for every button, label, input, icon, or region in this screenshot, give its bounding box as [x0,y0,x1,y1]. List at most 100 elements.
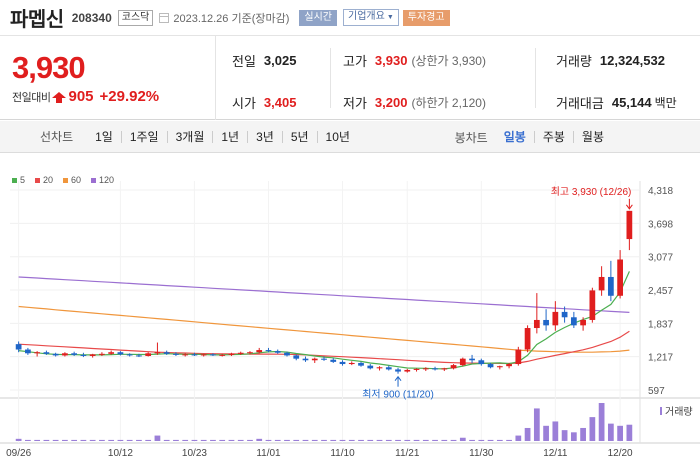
volume-bar [43,439,50,441]
volume-bar [247,439,253,441]
volume-bar [459,437,466,441]
candle-body [469,358,475,361]
volume-bars: 거래량 [15,403,693,441]
volume-bar [367,439,374,441]
candle-body [25,349,31,354]
volume-bar [533,408,540,441]
upper-limit: (상한가 3,930) [411,54,486,68]
legend-swatch [91,177,97,183]
candle-daily-tab[interactable]: 일봉 [496,131,535,143]
volume-bar [478,439,485,441]
current-price: 3,930 [12,50,86,85]
candlestick-chart[interactable]: 4,318 3,698 3,077 2,457 1,837 1,217 597 거래량 09… [0,153,700,475]
volume-bar [432,439,438,441]
ma60-line [18,305,630,353]
ma20-line [18,330,630,365]
candle-body [145,353,152,356]
volume-bar [321,439,327,441]
volume-bar [506,439,512,441]
candle-body [237,352,244,354]
period-1w[interactable]: 1주일 [122,130,168,143]
volume-bar [25,439,31,441]
volume-bar [173,439,179,441]
y-tick-label: 3,077 [648,253,673,264]
stock-name: 파멥신 [10,9,64,31]
period-3y[interactable]: 3년 [248,130,283,143]
candle-body [413,368,420,370]
candle-body [71,353,78,355]
low-value: 3,200 [374,95,408,110]
volume-bar [80,439,87,441]
volume-bar [136,439,142,441]
candle-body [478,360,485,365]
volume-bar [598,403,605,441]
legend-swatch [63,177,69,183]
volume-bar [515,435,522,441]
volume-bar [617,425,623,441]
period-3m[interactable]: 3개월 [168,130,214,143]
low-annotation: 최저 900 (11/20) [362,389,434,401]
period-1y[interactable]: 1년 [213,130,249,143]
candle-body [191,354,198,356]
candle-body [200,354,207,356]
volume-bar [339,439,346,441]
company-overview-button[interactable]: 기업개요 ▼ [343,9,399,26]
legend-label: 5 [20,175,26,185]
volume-bar [15,438,22,441]
period-5y[interactable]: 5년 [283,130,318,143]
candle-body [524,328,531,350]
candle-body [62,353,68,356]
volume-bar [62,439,68,441]
volume-bar [200,439,207,441]
change-label: 전일대비 [12,91,51,104]
candle-body [173,353,179,355]
x-axis: 09/26 10/12 10/23 11/01 11/10 11/21 11/30 12/11… [6,448,633,459]
volume-bar [358,439,364,441]
candle-body [293,355,300,359]
y-tick-label: 1,837 [648,319,673,330]
realtime-button[interactable]: 실시간 [299,9,338,26]
candle-weekly-tab[interactable]: 주봉 [535,131,574,143]
candle-body [89,354,96,356]
candle-body [348,362,355,365]
volume-bar [274,439,281,441]
volume-bar [284,439,290,441]
volume-bar [210,439,216,441]
chart-legend: 5 20 60 120 [12,175,124,185]
market-badge: 코스닥 [117,9,154,26]
legend-label: 120 [99,175,115,185]
divider [535,48,536,108]
volume-label: 거래량 [556,54,592,69]
candle-body [376,367,383,369]
volume-bar [561,430,568,441]
investment-warning-badge[interactable]: 투자경고 [402,9,450,26]
period-10y[interactable]: 10년 [325,129,350,144]
change-value: 905 [68,88,94,105]
divider [330,48,331,108]
stock-header: 파멥신 208340 코스닥 2023.12.26 기준(장마감) 실시간 기업… [0,0,700,36]
candle-body [432,368,438,370]
candle-body [552,311,559,326]
legend-ma60: 60 [63,175,81,185]
candle-body [182,354,189,356]
high-annotation: 최고 3,930 (12/26) [551,186,632,198]
legend-ma20: 20 [35,175,53,185]
period-1d[interactable]: 1일 [87,130,122,143]
candle-body [302,358,309,361]
price-chart[interactable]: 5 20 60 120 4,318 3,698 3,077 2,457 1,837 1,2… [0,153,700,475]
prev-close-cell: 전일 3,025 [232,51,296,70]
volume-bar [108,439,115,441]
candle-monthly-tab[interactable]: 월봉 [581,130,604,144]
candle-body [52,353,59,356]
volume-bar [219,439,226,441]
volume-bar [413,439,420,441]
ma120-line [18,276,630,313]
legend-swatch [12,177,17,183]
volume-bar [311,439,318,441]
volume-bar [450,439,457,441]
candle-body [339,361,346,365]
volume-bar [302,439,309,441]
legend-ma5: 5 [12,175,25,185]
candle-body [219,354,226,356]
candle-body [580,319,586,326]
